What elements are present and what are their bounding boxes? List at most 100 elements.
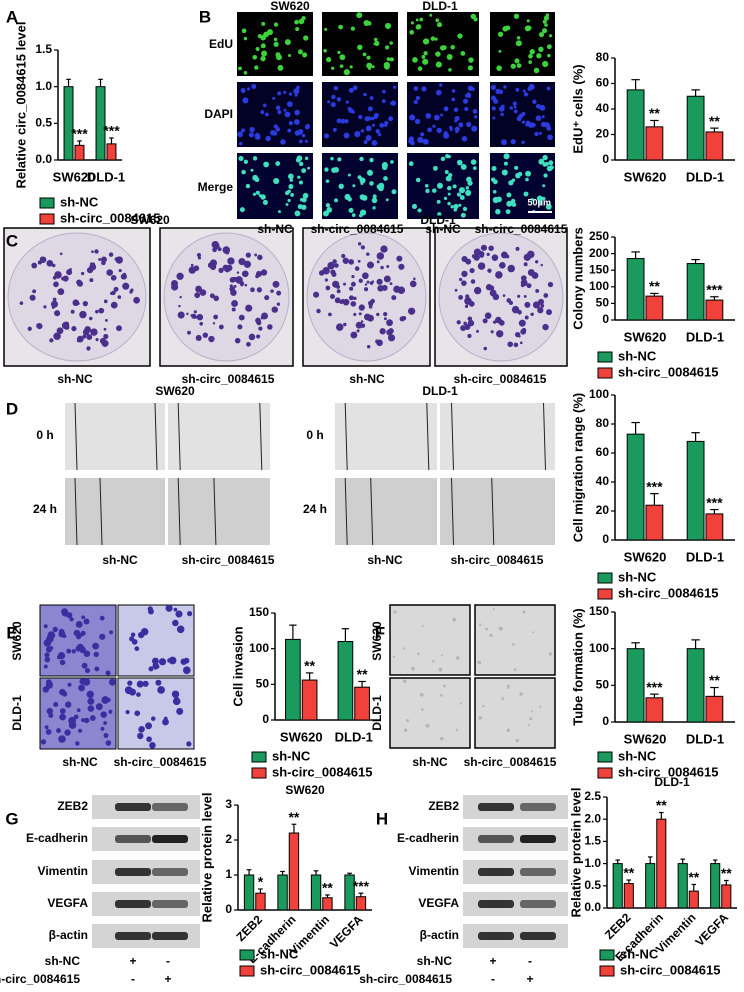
error-bar bbox=[710, 127, 719, 132]
cell bbox=[363, 20, 370, 26]
cell bbox=[354, 131, 361, 138]
panel-letter: H bbox=[376, 809, 388, 828]
cell bbox=[337, 157, 342, 162]
label: sh-NC bbox=[57, 372, 93, 386]
cell bbox=[544, 162, 549, 167]
bar bbox=[626, 89, 645, 161]
y-tick-label: 0.0 bbox=[584, 900, 601, 914]
bar bbox=[626, 433, 645, 541]
bar bbox=[63, 86, 74, 161]
cell bbox=[298, 18, 305, 25]
cell bbox=[381, 162, 388, 169]
cell bbox=[93, 651, 99, 658]
y-tick-label: 150 bbox=[589, 604, 609, 618]
cell bbox=[287, 173, 294, 180]
cell bbox=[294, 130, 301, 136]
cell bbox=[293, 119, 300, 125]
y-tick-label: 0 bbox=[225, 902, 232, 916]
colony bbox=[476, 329, 479, 333]
colony bbox=[89, 278, 94, 283]
cell bbox=[452, 184, 457, 189]
cell bbox=[513, 668, 517, 672]
cell bbox=[40, 739, 47, 745]
y-axis-label: Tube formation (%) bbox=[570, 608, 585, 725]
row-label: DLD-1 bbox=[10, 695, 24, 731]
colony bbox=[193, 265, 200, 272]
cell bbox=[57, 651, 66, 660]
cell bbox=[543, 15, 550, 21]
cell bbox=[511, 202, 517, 207]
protein-label: ZEB2 bbox=[57, 799, 88, 813]
cell bbox=[501, 169, 508, 176]
colony bbox=[357, 259, 361, 263]
panel-letter: C bbox=[6, 231, 18, 250]
y-tick-label: 0 bbox=[262, 712, 269, 726]
colony bbox=[459, 277, 463, 282]
cell bbox=[522, 89, 526, 93]
legend-label: sh-NC bbox=[618, 348, 657, 363]
wound-edge bbox=[213, 477, 217, 546]
sign: + bbox=[489, 954, 496, 968]
colony bbox=[176, 272, 184, 280]
cell bbox=[462, 206, 468, 212]
colony bbox=[207, 262, 215, 269]
cell bbox=[496, 196, 502, 203]
colony bbox=[62, 275, 69, 282]
cell bbox=[421, 708, 424, 711]
colony bbox=[29, 294, 36, 301]
tube-image bbox=[389, 677, 471, 749]
cell bbox=[385, 198, 389, 202]
colony bbox=[351, 274, 355, 279]
bar bbox=[686, 95, 705, 161]
error-bar bbox=[650, 119, 659, 127]
cell bbox=[357, 175, 362, 180]
cell bbox=[324, 133, 330, 139]
significance: *** bbox=[353, 878, 370, 894]
cell bbox=[265, 112, 269, 117]
legend-swatch bbox=[239, 965, 255, 977]
cell bbox=[500, 112, 504, 117]
label: SW620 bbox=[130, 213, 170, 227]
colony bbox=[90, 328, 98, 336]
cell bbox=[295, 157, 301, 163]
colony bbox=[189, 269, 193, 273]
colony bbox=[364, 287, 369, 292]
label: DLD-1 bbox=[422, 0, 458, 13]
cell bbox=[465, 186, 470, 190]
colony bbox=[276, 290, 282, 296]
row-label: DLD-1 bbox=[370, 695, 384, 731]
colony bbox=[103, 299, 108, 304]
bar bbox=[645, 126, 664, 161]
cell bbox=[92, 642, 99, 650]
cell bbox=[176, 707, 184, 715]
cell bbox=[468, 57, 474, 63]
colony bbox=[401, 315, 407, 321]
cell bbox=[440, 654, 443, 657]
cell bbox=[436, 182, 443, 189]
colony bbox=[329, 293, 335, 299]
cell bbox=[472, 166, 477, 171]
cell bbox=[548, 160, 554, 166]
cell bbox=[84, 717, 90, 724]
cell bbox=[391, 189, 397, 195]
cell bbox=[175, 610, 183, 618]
cell bbox=[65, 701, 72, 708]
cell bbox=[345, 100, 349, 104]
colony bbox=[547, 281, 554, 288]
cell bbox=[449, 125, 453, 130]
wound-edge bbox=[259, 402, 263, 471]
colony bbox=[199, 289, 207, 296]
colony bbox=[267, 324, 273, 330]
cell bbox=[546, 126, 552, 131]
colony bbox=[353, 296, 357, 301]
cell bbox=[532, 99, 537, 104]
cell bbox=[477, 660, 482, 665]
error-bar bbox=[631, 79, 640, 90]
cell bbox=[492, 608, 495, 611]
cell bbox=[103, 733, 109, 739]
colony bbox=[270, 289, 274, 293]
colony bbox=[130, 288, 134, 292]
cell bbox=[411, 666, 415, 671]
significance: *** bbox=[103, 123, 120, 139]
cell bbox=[343, 132, 350, 139]
